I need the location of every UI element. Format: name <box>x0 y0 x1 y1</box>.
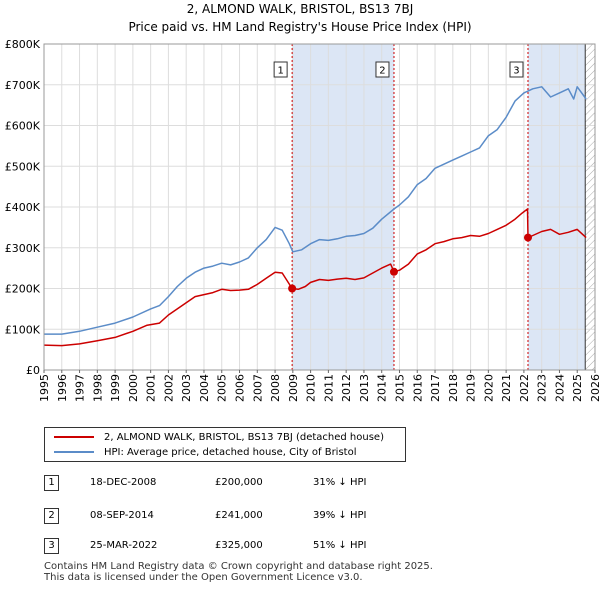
x-tick-label: 2017 <box>429 374 442 402</box>
y-tick-label: £0 <box>26 364 40 377</box>
x-tick-label: 2014 <box>376 374 389 402</box>
x-tick-label: 1995 <box>38 374 51 402</box>
x-tick-label: 2013 <box>358 374 371 402</box>
x-tick-label: 2004 <box>198 374 211 402</box>
x-tick-label: 2019 <box>465 374 478 402</box>
x-tick-label: 2025 <box>571 374 584 402</box>
x-tick-label: 2009 <box>287 374 300 402</box>
x-tick-label: 2015 <box>393 374 406 402</box>
x-tick-label: 2003 <box>180 374 193 402</box>
x-tick-label: 2000 <box>127 374 140 402</box>
transaction-number: 1 <box>44 475 59 491</box>
transaction-date: 25-MAR-2022 <box>90 540 158 551</box>
x-tick-label: 2020 <box>482 374 495 402</box>
x-tick-label: 2018 <box>447 374 460 402</box>
legend-swatch-property <box>54 436 94 438</box>
transaction-hpi-delta: 39% ↓ HPI <box>313 510 367 521</box>
sale-annotation-label: 3 <box>513 66 519 77</box>
y-tick-label: £700K <box>5 79 41 92</box>
y-tick-label: £800K <box>5 38 41 51</box>
chart-subtitle: Price paid vs. HM Land Registry's House … <box>128 20 472 34</box>
x-tick-label: 1997 <box>74 374 87 402</box>
x-tick-label: 2024 <box>553 374 566 402</box>
price-chart: 1 2 3 £0 £100K £200K £300K £400K £500K £600K £700… <box>5 38 600 402</box>
sale-annotation-box <box>273 61 288 78</box>
chart-legend: 2, ALMOND WALK, BRISTOL, BS13 7BJ (detac… <box>44 427 406 462</box>
x-tick-label: 2021 <box>500 374 513 402</box>
chart-title: 2, ALMOND WALK, BRISTOL, BS13 7BJ <box>186 2 414 16</box>
transaction-price: £200,000 <box>215 477 263 488</box>
x-tick-label: 2005 <box>216 374 229 402</box>
sale-marker <box>389 267 398 276</box>
sale-marker <box>523 233 532 242</box>
x-tick-label: 2007 <box>251 374 264 402</box>
x-tick-label: 2012 <box>340 374 353 402</box>
transaction-price: £241,000 <box>215 510 263 521</box>
y-tick-label: £300K <box>5 242 41 255</box>
sale-marker <box>288 284 297 293</box>
y-tick-label: £600K <box>5 120 41 133</box>
x-tick-label: 2011 <box>322 374 335 402</box>
y-tick-label: £500K <box>5 160 41 173</box>
x-tick-label: 2022 <box>518 374 531 402</box>
x-tick-label: 2008 <box>269 374 282 402</box>
y-tick-label: £400K <box>5 201 41 214</box>
transaction-price: £325,000 <box>215 540 263 551</box>
transaction-number: 2 <box>44 508 59 524</box>
transaction-date: 08-SEP-2014 <box>90 510 154 521</box>
x-tick-label: 2026 <box>589 374 600 402</box>
x-tick-label: 2016 <box>411 374 424 402</box>
footer-licence: This data is licensed under the Open Gov… <box>44 572 363 583</box>
sale-annotation-label: 1 <box>277 66 283 77</box>
y-tick-label: £100K <box>5 323 41 336</box>
x-tick-label: 2023 <box>536 374 549 402</box>
y-tick-label: £200K <box>5 283 41 296</box>
x-tick-label: 2001 <box>145 374 158 402</box>
transaction-date: 18-DEC-2008 <box>90 477 157 488</box>
sale-annotation-box <box>509 61 524 78</box>
x-tick-label: 1999 <box>109 374 122 402</box>
footer-copyright: Contains HM Land Registry data © Crown c… <box>44 561 433 572</box>
legend-label-property: 2, ALMOND WALK, BRISTOL, BS13 7BJ (detac… <box>104 431 384 443</box>
transaction-number: 3 <box>44 538 59 554</box>
hpi-line <box>44 86 587 335</box>
x-tick-label: 2010 <box>305 374 318 402</box>
legend-label-hpi: HPI: Average price, detached house, City… <box>104 446 357 458</box>
x-tick-label: 1996 <box>56 374 69 402</box>
sale-annotation-box <box>375 61 390 78</box>
x-tick-label: 1998 <box>91 374 104 402</box>
legend-item-property: 2, ALMOND WALK, BRISTOL, BS13 7BJ (detac… <box>45 430 384 444</box>
legend-swatch-hpi <box>54 451 94 453</box>
transaction-hpi-delta: 51% ↓ HPI <box>313 540 367 551</box>
property-price-line <box>43 208 587 347</box>
plot-frame <box>43 43 596 371</box>
sale-annotation-label: 2 <box>379 66 385 77</box>
x-tick-label: 2002 <box>162 374 175 402</box>
transaction-hpi-delta: 31% ↓ HPI <box>313 477 367 488</box>
x-tick-label: 2006 <box>234 374 247 402</box>
legend-item-hpi: HPI: Average price, detached house, City… <box>45 445 357 459</box>
